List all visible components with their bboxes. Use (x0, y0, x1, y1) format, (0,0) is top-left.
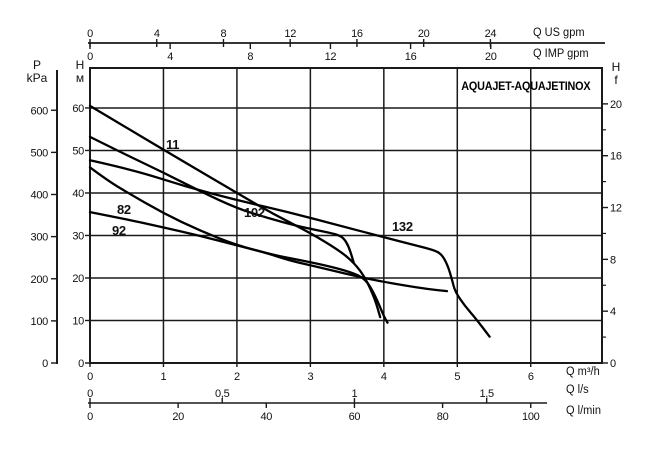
pressure-tick-label-200: 200 (31, 274, 49, 286)
ls-tick-label-1.5: 1,5 (479, 388, 494, 400)
us-gpm-tick-label-20: 20 (418, 28, 430, 40)
us-gpm-tick-label-4: 4 (154, 28, 160, 40)
axis-name-m3h: Q m³/h (566, 366, 600, 378)
pressure-tick-label-300: 300 (31, 232, 49, 244)
lmin-tick-label-100: 100 (522, 411, 540, 423)
curve-label-11: 11 (166, 137, 179, 152)
pressure-axis-symbol: P (32, 58, 41, 72)
head-tick-label-20: 20 (72, 273, 84, 285)
us-gpm-tick-label-0: 0 (87, 28, 93, 40)
feet-axis-header: H f (608, 61, 624, 87)
pressure-tick-label-500: 500 (31, 147, 49, 159)
imp-gpm-tick-label-0: 0 (87, 51, 93, 63)
m3h-tick-label-2: 2 (234, 371, 240, 383)
head-tick-label-30: 30 (72, 230, 84, 242)
us-gpm-tick-label-8: 8 (221, 28, 227, 40)
m3h-tick-label-4: 4 (381, 371, 387, 383)
head-tick-label-0: 0 (78, 358, 84, 370)
feet-tick-label-0: 0 (610, 358, 616, 370)
curve-132 (88, 159, 491, 338)
m3h-tick-label-3: 3 (307, 371, 313, 383)
curve-label-92: 92 (112, 223, 126, 238)
curve-82 (88, 166, 389, 324)
curve-102 (88, 135, 355, 264)
pressure-axis-header: P kPa (18, 59, 56, 85)
curve-92 (88, 210, 449, 293)
m3h-tick-label-6: 6 (528, 371, 534, 383)
m3h-tick-label-5: 5 (454, 371, 460, 383)
lmin-tick-label-40: 40 (260, 411, 272, 423)
lmin-tick-label-20: 20 (172, 411, 184, 423)
m3h-tick-label-1: 1 (161, 371, 167, 383)
curve-label-132: 132 (392, 219, 413, 234)
imp-gpm-tick-label-16: 16 (405, 51, 417, 63)
lmin-tick-label-0: 0 (87, 411, 93, 423)
ls-tick-label-0: 0 (87, 388, 93, 400)
ls-tick-label-1: 1 (352, 388, 358, 400)
pressure-tick-label-600: 600 (31, 105, 49, 117)
pressure-tick-label-0: 0 (42, 358, 48, 370)
curve-11 (88, 104, 382, 319)
head-tick-label-50: 50 (72, 145, 84, 157)
head-axis-symbol: H (75, 58, 85, 72)
imp-gpm-tick-label-4: 4 (167, 51, 173, 63)
head-axis-header: H м (71, 59, 89, 85)
us-gpm-tick-label-16: 16 (351, 28, 363, 40)
head-tick-label-40: 40 (72, 188, 84, 200)
feet-tick-label-16: 16 (610, 151, 622, 163)
curve-label-82: 82 (117, 202, 131, 217)
ls-tick-label-0.5: 0,5 (215, 388, 230, 400)
axis-name-us-gpm: Q US gpm (533, 27, 585, 39)
feet-tick-label-4: 4 (610, 306, 616, 318)
curve-label-102: 102 (244, 205, 265, 220)
head-axis-unit: м (75, 71, 85, 85)
feet-tick-label-20: 20 (610, 99, 622, 111)
feet-axis-symbol: H (611, 60, 621, 74)
pressure-axis-unit: kPa (26, 71, 48, 85)
imp-gpm-tick-label-20: 20 (485, 51, 497, 63)
imp-gpm-tick-label-8: 8 (247, 51, 253, 63)
pressure-tick-label-400: 400 (31, 190, 49, 202)
feet-axis-unit: f (614, 73, 618, 87)
feet-tick-label-12: 12 (610, 203, 622, 215)
axis-name-imp-gpm: Q IMP gpm (533, 48, 589, 60)
m3h-tick-label-0: 0 (87, 371, 93, 383)
lmin-tick-label-80: 80 (437, 411, 449, 423)
us-gpm-tick-label-12: 12 (284, 28, 296, 40)
lmin-tick-label-60: 60 (349, 411, 361, 423)
chart-title: AQUAJET-AQUAJETINOX (460, 81, 590, 93)
head-tick-label-60: 60 (72, 103, 84, 115)
us-gpm-tick-label-24: 24 (485, 28, 497, 40)
plot-frame (89, 67, 603, 364)
axis-name-ls: Q l/s (566, 384, 589, 396)
head-tick-label-10: 10 (72, 315, 84, 327)
axis-name-lmin: Q l/min (566, 405, 601, 417)
feet-tick-label-8: 8 (610, 254, 616, 266)
pressure-tick-label-100: 100 (31, 316, 49, 328)
imp-gpm-tick-label-12: 12 (325, 51, 337, 63)
